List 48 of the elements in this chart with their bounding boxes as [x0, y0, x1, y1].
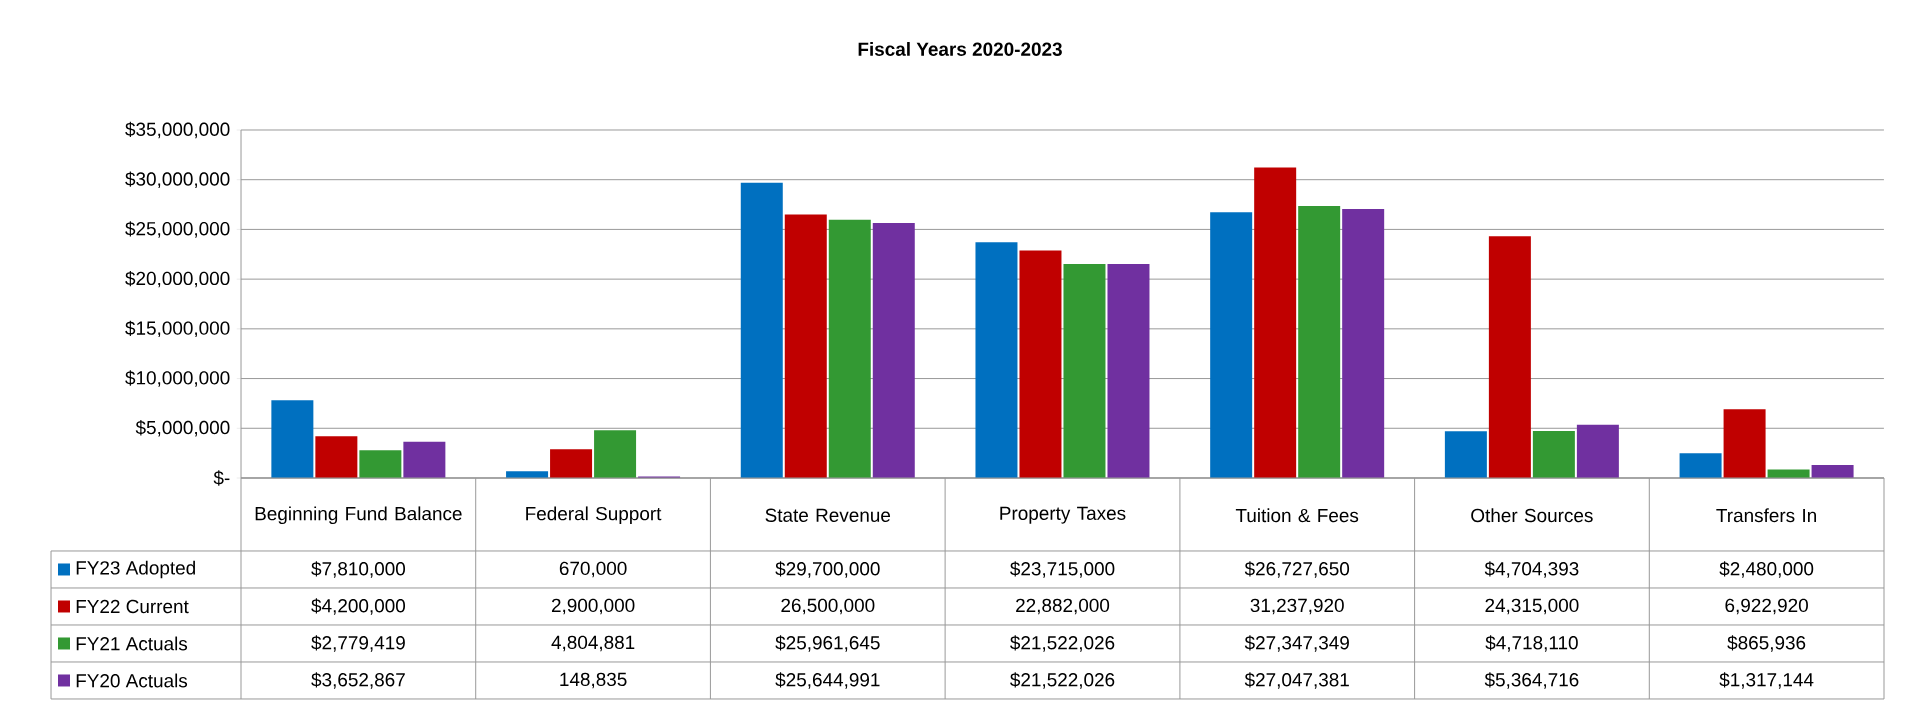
- data-label: 6,922,920: [1725, 598, 1808, 615]
- data-label: $21,522,026: [1010, 635, 1115, 652]
- x-tick-label: Property Taxes: [1000, 506, 1126, 524]
- data-label: 4,804,881: [551, 635, 635, 652]
- y-tick-label: $10,000,000: [125, 370, 230, 387]
- x-tick-label: Other Sources: [1471, 508, 1593, 523]
- y-tick-label: $15,000,000: [125, 320, 230, 338]
- data-label: $1,317,144: [1719, 672, 1814, 689]
- x-tick-label: Transfers In: [1716, 508, 1817, 523]
- data-label: $25,961,645: [775, 635, 880, 652]
- data-label: 2,900,000: [551, 598, 635, 615]
- data-label: $4,718,110: [1485, 635, 1578, 652]
- legend-label: FY21 Actuals: [76, 636, 188, 651]
- data-label: $21,522,026: [1010, 672, 1115, 689]
- data-label: $2,480,000: [1719, 561, 1814, 578]
- y-tick-label: $25,000,000: [125, 221, 230, 238]
- data-label: $29,700,000: [775, 561, 880, 578]
- chart-title: Fiscal Years 2020-2023: [858, 42, 1062, 56]
- data-label: $4,704,393: [1484, 561, 1579, 578]
- x-tick-label: Tuition & Fees: [1235, 508, 1359, 523]
- data-label: $27,347,349: [1244, 635, 1349, 652]
- data-label: 22,882,000: [1016, 598, 1110, 615]
- data-label: $27,047,381: [1244, 672, 1349, 689]
- y-tick-label: $-: [213, 470, 230, 486]
- x-tick-label: Beginning Fund Balance: [255, 506, 462, 525]
- y-tick-label: $20,000,000: [125, 270, 230, 288]
- data-label: $3,652,867: [311, 672, 405, 689]
- data-label: $23,715,000: [1010, 561, 1115, 578]
- legend-label: FY22 Current: [76, 599, 189, 614]
- y-tick-label: $35,000,000: [125, 121, 230, 139]
- data-label: 24,315,000: [1485, 598, 1579, 615]
- data-label: 148,835: [560, 672, 627, 689]
- legend-label: FY23 Adopted: [76, 560, 195, 579]
- data-label: 670,000: [559, 561, 627, 578]
- data-label: $5,364,716: [1484, 672, 1579, 689]
- data-label: $865,936: [1727, 635, 1806, 652]
- legend-label: FY20 Actuals: [76, 673, 188, 688]
- data-label: 31,237,920: [1250, 598, 1344, 615]
- y-tick-label: $5,000,000: [135, 420, 230, 437]
- data-label: $25,644,991: [775, 672, 880, 689]
- x-tick-label: State Revenue: [765, 508, 891, 522]
- x-tick-label: Federal Support: [526, 506, 662, 525]
- data-label: $4,200,000: [311, 598, 406, 615]
- data-label: $7,810,000: [311, 561, 406, 578]
- data-label: 26,500,000: [781, 598, 875, 615]
- y-tick-label: $30,000,000: [125, 171, 230, 188]
- data-label: $26,727,650: [1244, 561, 1350, 578]
- data-label: $2,779,419: [311, 635, 405, 652]
